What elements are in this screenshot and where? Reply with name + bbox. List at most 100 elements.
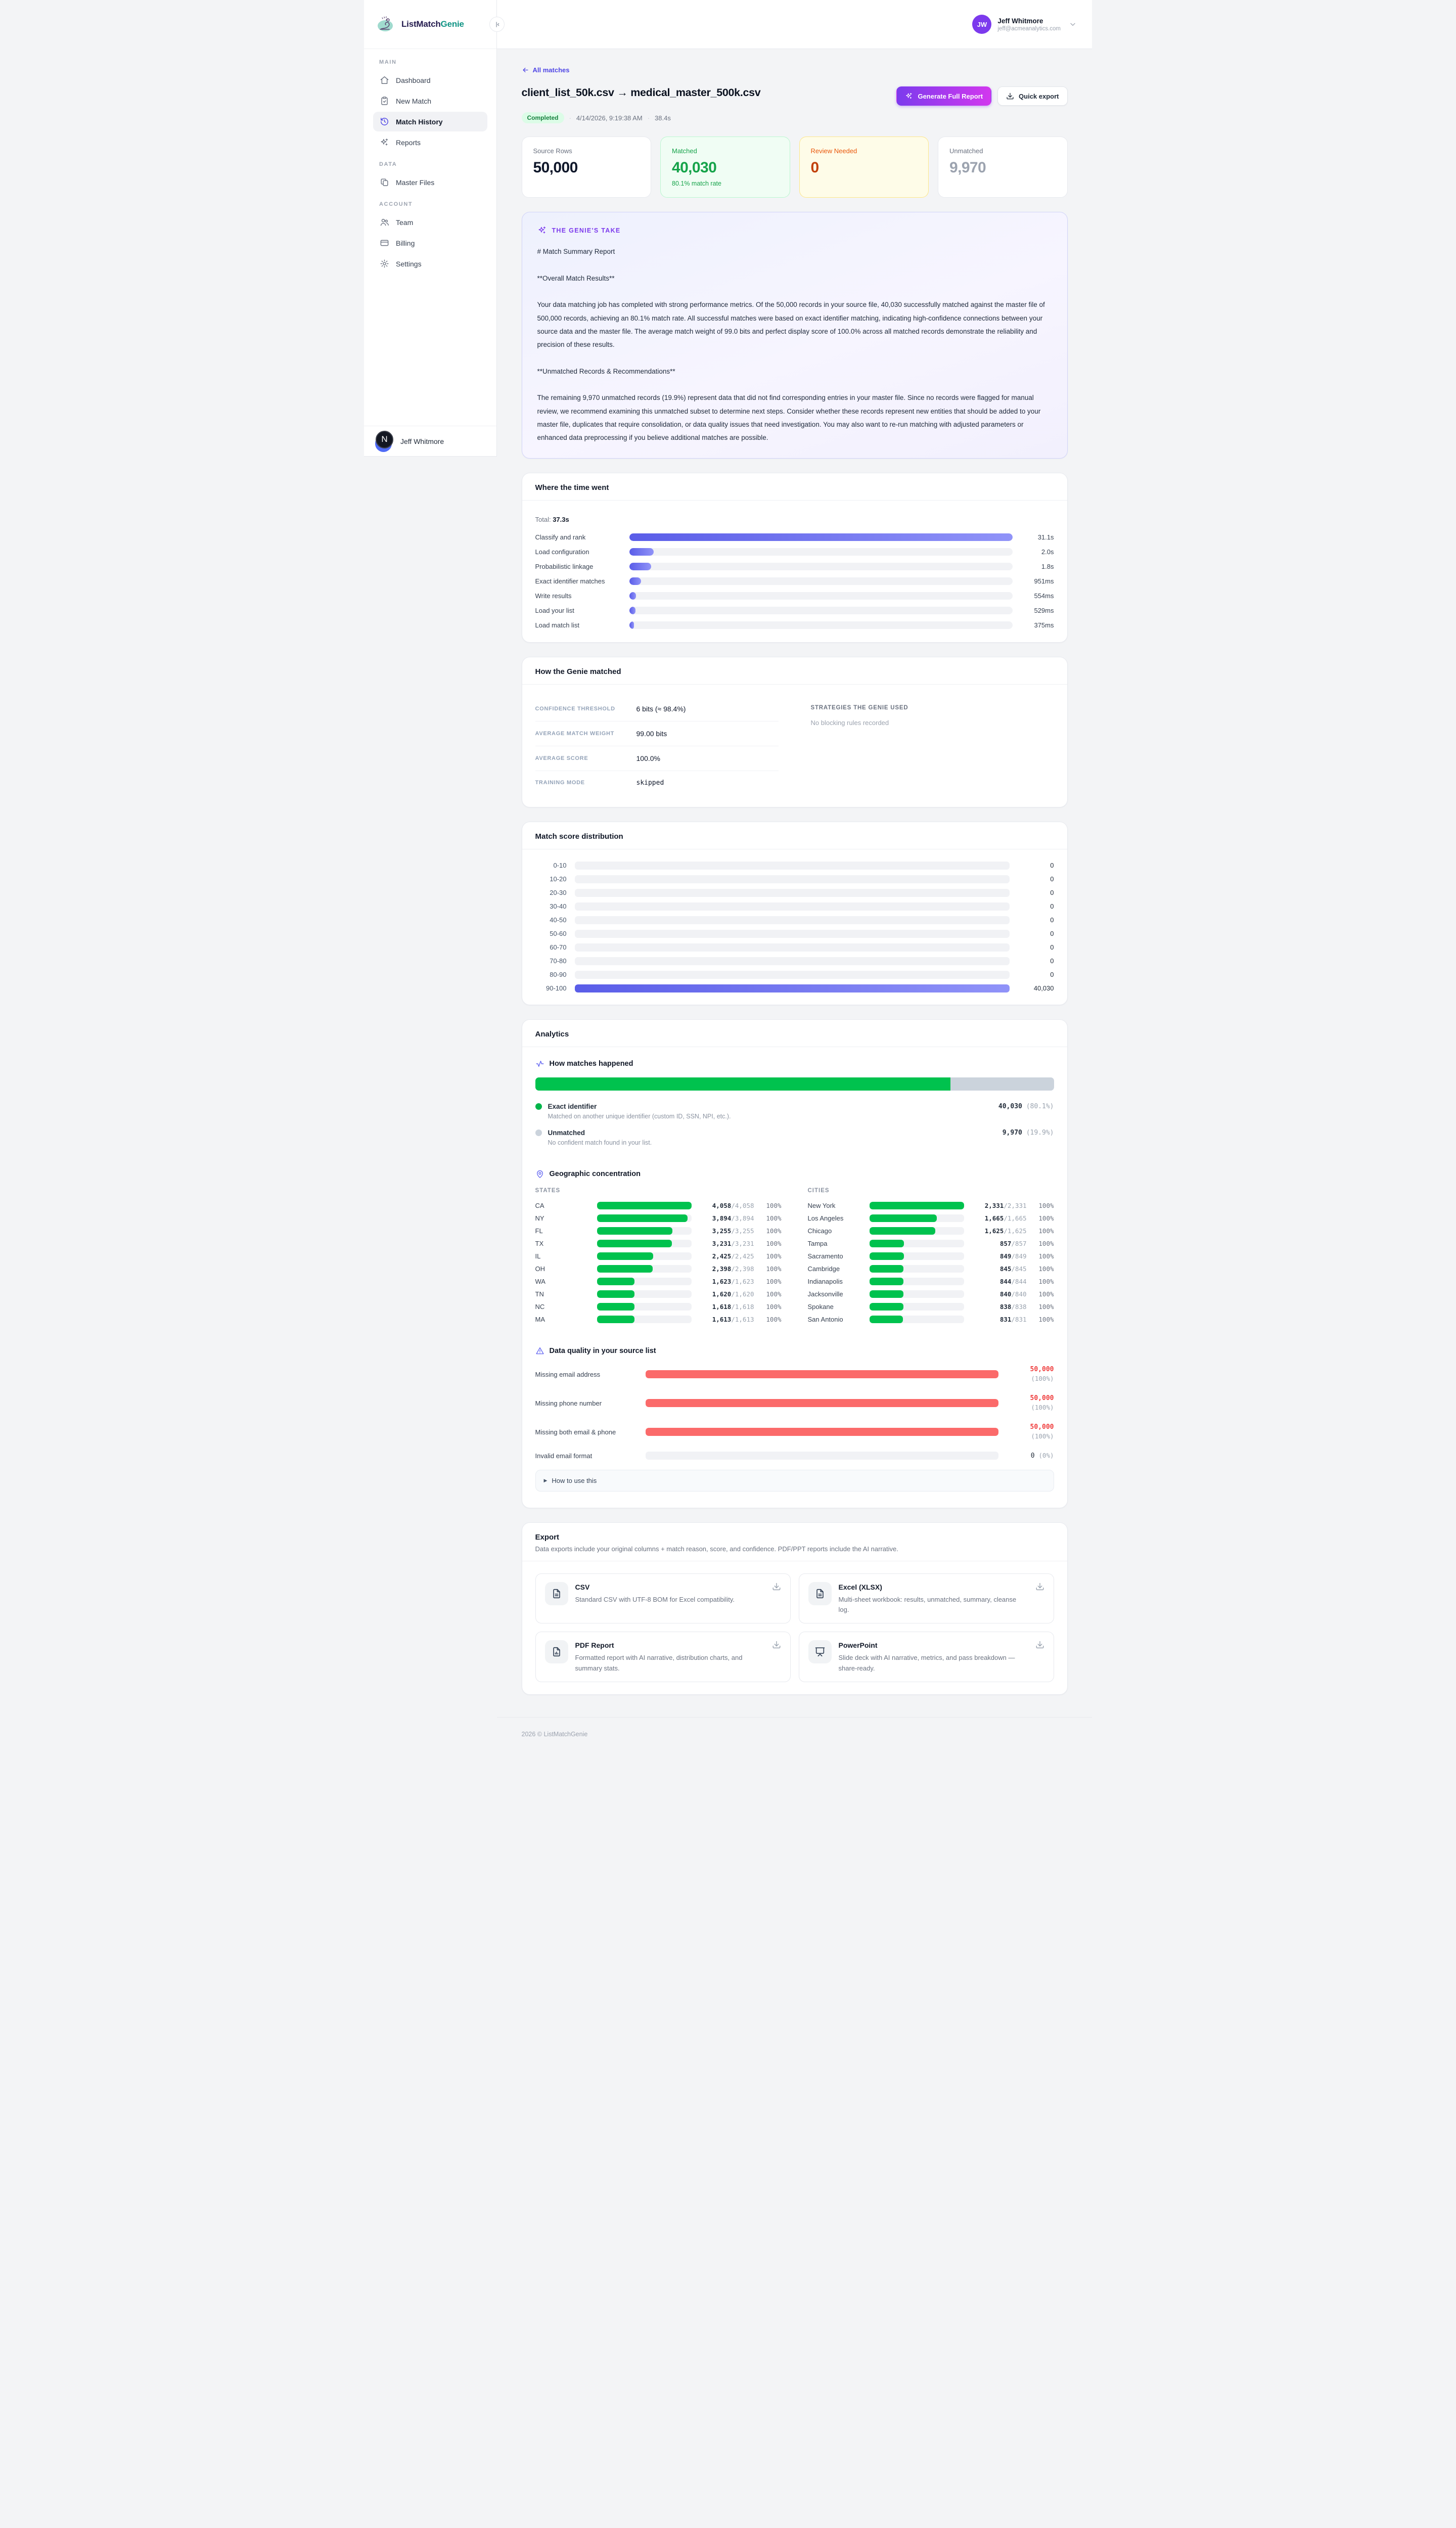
top-header: JW Jeff Whitmore jeff@acmeanalytics.com	[497, 0, 1092, 49]
export-option-title: CSV	[575, 1583, 590, 1592]
quick-export-button[interactable]: Quick export	[997, 86, 1068, 106]
stat-sub: 80.1% match rate	[672, 180, 721, 187]
sidebar-item-label: Match History	[396, 117, 443, 126]
generate-report-button[interactable]: Generate Full Report	[896, 86, 992, 106]
export-option-powerpoint[interactable]: PowerPoint Slide deck with AI narrative,…	[798, 1632, 1054, 1682]
timing-row: Classify and rank 31.1s	[535, 533, 1054, 541]
how-to-use-summary[interactable]: How to use this	[544, 1477, 1045, 1484]
page-title: client_list_50k.csv → medical_master_500…	[521, 86, 761, 99]
match-config-title: How the Genie matched	[535, 667, 621, 676]
sidebar-user[interactable]: JW N Jeff Whitmore	[364, 426, 496, 456]
geo-row: Spokane 838/838 100%	[807, 1302, 1054, 1311]
timing-row: Load match list 375ms	[535, 621, 1054, 629]
timing-bar-fill	[629, 577, 641, 585]
genie-take-panel: THE GENIE'S TAKE # Match Summary Report …	[521, 212, 1068, 459]
bucket-label: 30-40	[550, 902, 567, 911]
genie-take-header: THE GENIE'S TAKE	[537, 225, 1052, 235]
sidebar-item-master-files[interactable]: Master Files	[373, 172, 487, 192]
data-quality-row: Missing email address 50,000 (100%)	[535, 1365, 1054, 1383]
timing-title: Where the time went	[535, 483, 609, 492]
download-icon	[772, 1640, 781, 1649]
how-matches-title: How matches happened	[549, 1059, 633, 1068]
bucket-label: 60-70	[550, 943, 567, 952]
timing-row-label: Exact identifier matches	[535, 577, 605, 585]
config-list: CONFIDENCE THRESHOLD 6 bits (≈ 98.4%) AV…	[535, 697, 779, 795]
sidebar-item-reports[interactable]: Reports	[373, 132, 487, 152]
timing-row-label: Probabilistic linkage	[535, 562, 594, 570]
how-to-use-accordion[interactable]: How to use this	[535, 1470, 1054, 1492]
status-badge: Completed	[521, 112, 564, 123]
timing-row-label: Classify and rank	[535, 533, 586, 541]
sidebar-item-team[interactable]: Team	[373, 212, 487, 232]
back-link[interactable]: All matches	[522, 66, 569, 74]
distribution-row: 40-50 0	[535, 916, 1054, 924]
export-card: Export Data exports include your origina…	[521, 1522, 1068, 1695]
analytics-card: Analytics How matches happened	[521, 1019, 1068, 1509]
stat-value: 9,970	[949, 159, 986, 176]
distribution-row: 20-30 0	[535, 888, 1054, 897]
geo-concentration-section: Geographic concentration STATES CA 4,058/…	[535, 1169, 1054, 1328]
file-text-icon	[808, 1582, 832, 1606]
export-option-xlsx[interactable]: Excel (XLSX) Multi-sheet workbook: resul…	[798, 1573, 1054, 1624]
stat-label: Matched	[672, 147, 697, 155]
genie-take-title: THE GENIE'S TAKE	[552, 227, 621, 234]
strategies-empty-text: No blocking rules recorded	[810, 718, 889, 727]
export-option-pdf[interactable]: PDF Report Formatted report with AI narr…	[535, 1632, 791, 1682]
geo-row: FL 3,255/3,255 100%	[535, 1227, 782, 1235]
quick-export-label: Quick export	[1019, 92, 1059, 100]
distribution-track	[574, 970, 1010, 979]
warning-triangle-icon	[535, 1346, 544, 1356]
timing-bar-track	[629, 606, 1013, 614]
sidebar-item-label: Settings	[396, 259, 422, 268]
timing-row: Exact identifier matches 951ms	[535, 577, 1054, 585]
sidebar-collapse-button[interactable]	[489, 17, 505, 32]
sparkles-icon	[537, 225, 547, 235]
user-menu[interactable]: JW Jeff Whitmore jeff@acmeanalytics.com	[972, 15, 1077, 34]
sidebar-item-new-match[interactable]: New Match	[373, 91, 487, 111]
sidebar-item-billing[interactable]: Billing	[373, 233, 487, 253]
distribution-track	[574, 984, 1010, 992]
legend-row: Unmatched 9,970 (19.9%) No confident mat…	[535, 1125, 1054, 1151]
sidebar-item-dashboard[interactable]: Dashboard	[373, 70, 487, 90]
user-name: Jeff Whitmore	[997, 17, 1043, 25]
bucket-label: 50-60	[550, 930, 567, 938]
sidebar-item-label: New Match	[396, 97, 432, 105]
bucket-label: 80-90	[550, 971, 567, 979]
bucket-label: 20-30	[550, 889, 567, 897]
sidebar-item-settings[interactable]: Settings	[373, 254, 487, 274]
credit-card-icon	[380, 238, 389, 248]
timing-bar-fill	[629, 592, 636, 600]
sparkles-icon	[380, 138, 389, 147]
distribution-row: 90-100 40,030	[535, 984, 1054, 992]
timing-bar-fill	[629, 533, 1013, 541]
chevron-down-icon	[1069, 20, 1077, 28]
legend-value: 9,970	[1002, 1128, 1022, 1137]
data-quality-title: Data quality in your source list	[549, 1346, 656, 1355]
run-timestamp: 4/14/2026, 9:19:38 AM	[576, 114, 643, 122]
geo-row: Jacksonville 840/840 100%	[807, 1290, 1054, 1298]
file-chart-icon	[544, 1640, 568, 1664]
states-column: STATES CA 4,058/4,058 100% NY 3,894/3,894 10…	[535, 1188, 782, 1328]
app-logo-icon	[374, 14, 395, 35]
export-option-csv[interactable]: CSV Standard CSV with UTF-8 BOM for Exce…	[535, 1573, 791, 1624]
export-option-desc: Formatted report with AI narrative, dist…	[575, 1654, 743, 1672]
timing-bar-track	[629, 533, 1013, 541]
timing-row: Write results 554ms	[535, 592, 1054, 600]
geo-row: Tampa 857/857 100%	[807, 1239, 1054, 1247]
match-breakdown-bar	[535, 1077, 1054, 1091]
gear-icon	[380, 259, 389, 268]
distribution-fill	[574, 984, 1010, 992]
distribution-track	[574, 929, 1010, 938]
stat-card-source-rows: Source Rows 50,000	[521, 137, 651, 198]
sidebar-item-match-history[interactable]: Match History	[373, 112, 487, 131]
footer-text: 2026 © ListMatchGenie	[521, 1730, 588, 1738]
geo-row: Los Angeles 1,665/1,665 100%	[807, 1214, 1054, 1222]
gray-dot-icon	[535, 1129, 542, 1136]
separator: ·	[647, 114, 650, 122]
data-quality-row: Missing phone number 50,000 (100%)	[535, 1394, 1054, 1412]
app-root: ListMatchGenie MAIN Dashboard New Match …	[364, 0, 1092, 1762]
presentation-icon	[808, 1640, 832, 1664]
geo-row: NY 3,894/3,894 100%	[535, 1214, 782, 1222]
legend-desc: Matched on another unique identifier (cu…	[548, 1112, 731, 1120]
user-meta: Jeff Whitmore jeff@acmeanalytics.com	[997, 17, 1061, 32]
